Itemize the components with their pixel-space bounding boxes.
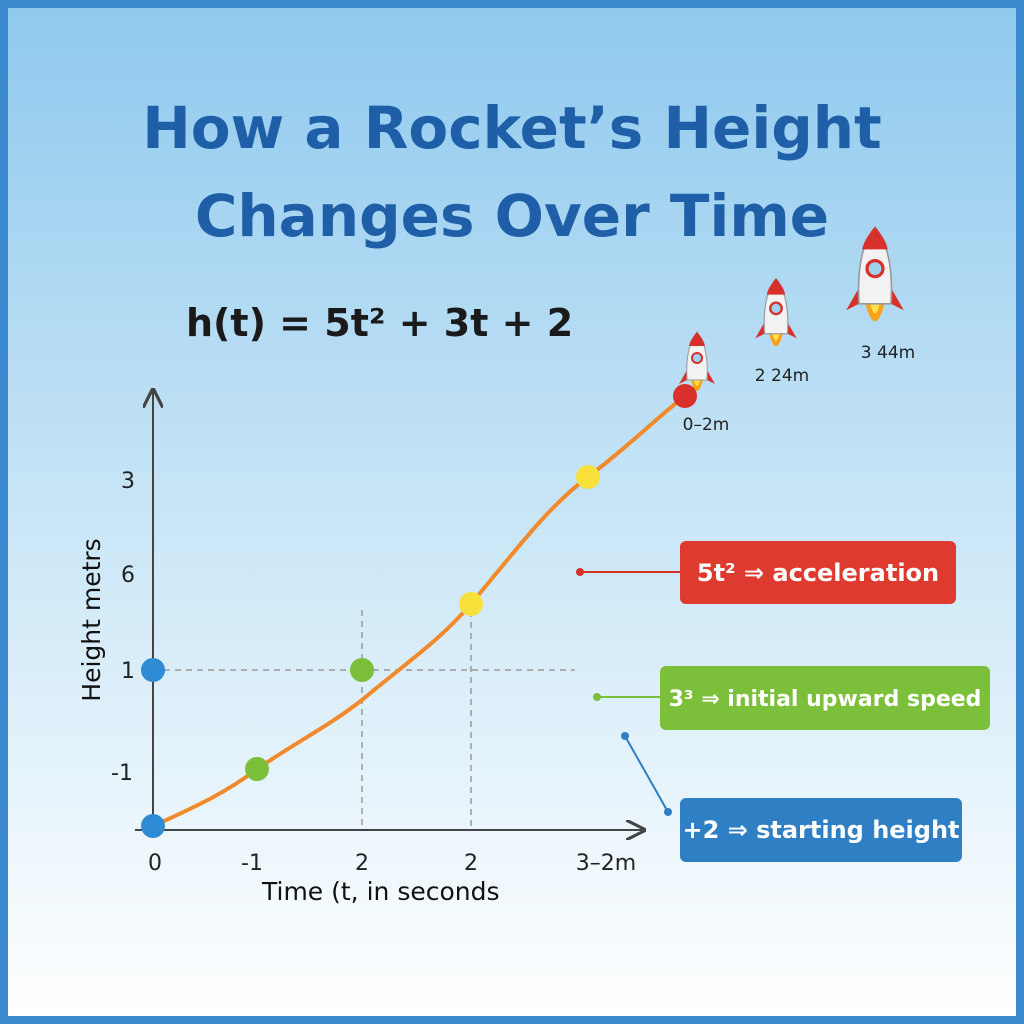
rocket-label: 0–2m [683, 415, 730, 435]
annotation-box [680, 798, 962, 862]
y-tick-label: 1 [121, 659, 135, 684]
connector [624, 735, 669, 813]
rocket-label: 3 44m [861, 343, 915, 363]
x-tick-label: -1 [241, 851, 263, 876]
rocket-label: 2 24m [755, 366, 809, 386]
point [459, 592, 483, 616]
point [350, 658, 374, 682]
x-tick-label: 2 [355, 851, 369, 876]
y-tick-label: 6 [121, 563, 135, 588]
point [673, 384, 697, 408]
title: How a Rocket’s Height [142, 94, 882, 162]
connector-dot [664, 808, 672, 816]
point [245, 757, 269, 781]
annotation-text: 5t² ⇒ acceleration [697, 559, 939, 587]
y-tick-label: 3 [121, 469, 135, 494]
point [576, 465, 600, 489]
title: Changes Over Time [195, 182, 829, 250]
annotation-text: 3³ ⇒ initial upward speed [669, 687, 982, 712]
point [141, 814, 165, 838]
x-tick-label: 0 [148, 851, 162, 876]
x-axis-label: Time (t, in seconds [261, 877, 500, 906]
y-tick-label: -1 [111, 761, 133, 786]
annotation-text: +2 ⇒ starting height [682, 816, 959, 844]
connector-dot [621, 732, 629, 740]
y-axis-label: Height metrs [77, 538, 106, 701]
connector-dot [593, 693, 601, 701]
formula: h(t) = 5t² + 3t + 2 [186, 301, 573, 345]
point [141, 658, 165, 682]
annotation-box [660, 666, 990, 730]
connector-dot [576, 568, 584, 576]
annotation-box [680, 541, 956, 604]
x-tick-label: 2 [464, 851, 478, 876]
x-tick-label: 3–2m [576, 851, 636, 876]
